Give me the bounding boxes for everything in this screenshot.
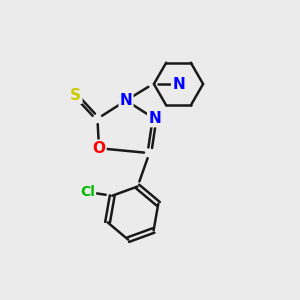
Text: N: N xyxy=(148,111,161,126)
Text: N: N xyxy=(172,76,185,92)
Text: O: O xyxy=(92,141,106,156)
Text: Cl: Cl xyxy=(80,185,95,199)
Text: S: S xyxy=(70,88,81,103)
Text: N: N xyxy=(120,93,132,108)
